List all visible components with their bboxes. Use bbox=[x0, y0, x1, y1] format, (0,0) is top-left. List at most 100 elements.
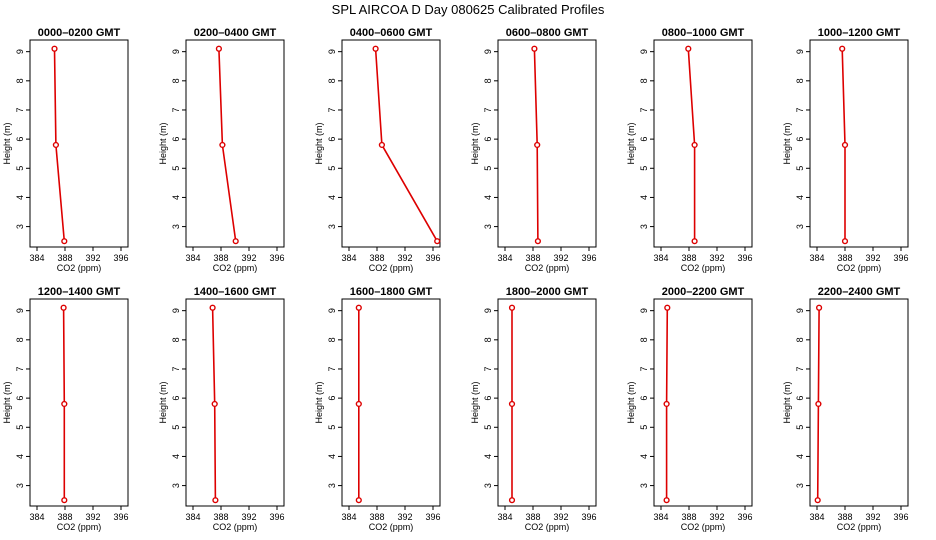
y-tick-label: 8 bbox=[795, 337, 805, 342]
plot-frame bbox=[341, 39, 441, 248]
data-point bbox=[815, 400, 822, 408]
data-point bbox=[212, 497, 219, 504]
y-tick-label: 7 bbox=[327, 366, 337, 371]
data-point bbox=[60, 304, 67, 311]
x-tick-label: 396 bbox=[269, 512, 284, 522]
y-tick-label: 4 bbox=[483, 195, 493, 200]
x-tick-label: 384 bbox=[29, 512, 44, 522]
data-point bbox=[685, 45, 692, 52]
data-point bbox=[61, 238, 68, 245]
panel-8: 1400–1600 GMT 384 388 392 396 3 4 5 6 7 8 9 CO2 (ppm… bbox=[158, 286, 285, 532]
y-tick-label: 7 bbox=[483, 366, 493, 371]
panel-12: 2200–2400 GMT 384 388 392 396 3 4 5 6 7 8 9 CO2 (ppm… bbox=[782, 286, 909, 532]
y-tick-label: 7 bbox=[639, 366, 649, 371]
panel-title: 2200–2400 GMT bbox=[818, 286, 901, 298]
data-point bbox=[531, 45, 538, 52]
x-tick-label: 388 bbox=[525, 253, 540, 263]
panel-5: 0800–1000 GMT 384 388 392 396 3 4 5 6 7 8 9 CO2 (ppm… bbox=[626, 27, 753, 273]
y-tick-label: 3 bbox=[327, 224, 337, 229]
figure-title: SPL AIRCOA D Day 080625 Calibrated Profi… bbox=[332, 2, 605, 17]
panel-11: 2000–2200 GMT 384 388 392 396 3 4 5 6 7 8 9 CO2 (ppm… bbox=[626, 286, 753, 532]
data-point bbox=[355, 400, 362, 408]
y-tick-label: 4 bbox=[171, 195, 181, 200]
y-tick-label: 4 bbox=[795, 195, 805, 200]
plot-frame bbox=[29, 298, 129, 507]
y-tick-label: 7 bbox=[171, 366, 181, 371]
data-point bbox=[209, 304, 216, 311]
x-tick-label: 396 bbox=[425, 253, 440, 263]
x-tick-label: 384 bbox=[341, 253, 356, 263]
x-axis-label: CO2 (ppm) bbox=[837, 522, 882, 532]
y-tick-label: 3 bbox=[795, 483, 805, 488]
x-tick-label: 396 bbox=[581, 512, 596, 522]
y-tick-label: 9 bbox=[15, 308, 25, 313]
y-tick-label: 5 bbox=[171, 166, 181, 171]
panel-title: 1600–1800 GMT bbox=[350, 286, 433, 298]
data-point bbox=[219, 141, 226, 149]
x-axis-label: CO2 (ppm) bbox=[837, 263, 882, 273]
y-tick-label: 7 bbox=[171, 107, 181, 112]
panel-6: 1000–1200 GMT 384 388 392 396 3 4 5 6 7 8 9 CO2 (ppm… bbox=[782, 27, 909, 273]
y-tick-label: 6 bbox=[483, 137, 493, 142]
data-point bbox=[211, 400, 218, 408]
x-tick-label: 388 bbox=[837, 253, 852, 263]
y-tick-label: 6 bbox=[327, 137, 337, 142]
y-tick-label: 6 bbox=[327, 396, 337, 401]
panel-title: 1800–2000 GMT bbox=[506, 286, 589, 298]
y-tick-label: 9 bbox=[483, 308, 493, 313]
y-tick-label: 5 bbox=[171, 425, 181, 430]
y-tick-label: 3 bbox=[15, 224, 25, 229]
x-tick-label: 384 bbox=[341, 512, 356, 522]
x-tick-label: 392 bbox=[709, 512, 724, 522]
data-point bbox=[691, 141, 698, 149]
y-tick-label: 9 bbox=[639, 49, 649, 54]
y-tick-label: 8 bbox=[327, 78, 337, 83]
data-point bbox=[508, 304, 516, 311]
y-tick-label: 3 bbox=[171, 483, 181, 488]
panel-3: 0400–0600 GMT 384 388 392 396 3 4 5 6 7 8 9 CO2 (ppm… bbox=[314, 27, 441, 273]
panel-title: 2000–2200 GMT bbox=[662, 286, 745, 298]
data-point bbox=[61, 400, 68, 408]
y-tick-label: 4 bbox=[483, 454, 493, 459]
y-tick-label: 7 bbox=[15, 107, 25, 112]
panel-title: 1000–1200 GMT bbox=[818, 27, 901, 39]
plot-frame bbox=[185, 39, 285, 248]
plot-frame bbox=[497, 298, 597, 507]
y-tick-label: 3 bbox=[483, 224, 493, 229]
panel-10: 1800–2000 GMT 384 388 392 396 3 4 5 6 7 8 9 CO2 (ppm… bbox=[470, 286, 597, 532]
x-tick-label: 388 bbox=[681, 253, 696, 263]
x-tick-label: 396 bbox=[269, 253, 284, 263]
x-tick-label: 396 bbox=[893, 512, 908, 522]
x-axis-label: CO2 (ppm) bbox=[681, 522, 726, 532]
data-point bbox=[372, 45, 379, 52]
plot-frame bbox=[653, 39, 753, 248]
x-tick-label: 388 bbox=[681, 512, 696, 522]
x-tick-label: 396 bbox=[113, 253, 128, 263]
panel-4: 0600–0800 GMT 384 388 392 396 3 4 5 6 7 8 9 CO2 (ppm… bbox=[470, 27, 597, 273]
data-point bbox=[815, 304, 823, 311]
y-axis-label: Height (m) bbox=[626, 381, 636, 423]
x-axis-label: CO2 (ppm) bbox=[213, 522, 258, 532]
y-tick-label: 7 bbox=[639, 107, 649, 112]
x-tick-label: 396 bbox=[113, 512, 128, 522]
y-tick-label: 5 bbox=[15, 425, 25, 430]
x-axis-label: CO2 (ppm) bbox=[57, 263, 102, 273]
x-tick-label: 384 bbox=[653, 512, 668, 522]
y-tick-label: 6 bbox=[639, 396, 649, 401]
y-tick-label: 5 bbox=[795, 425, 805, 430]
x-tick-label: 388 bbox=[369, 512, 384, 522]
y-tick-label: 9 bbox=[795, 308, 805, 313]
x-tick-label: 384 bbox=[653, 253, 668, 263]
y-tick-label: 8 bbox=[639, 337, 649, 342]
x-tick-label: 392 bbox=[85, 253, 100, 263]
y-tick-label: 5 bbox=[639, 425, 649, 430]
x-tick-label: 396 bbox=[893, 253, 908, 263]
y-tick-label: 9 bbox=[327, 308, 337, 313]
y-tick-label: 9 bbox=[171, 49, 181, 54]
y-tick-label: 8 bbox=[327, 337, 337, 342]
x-tick-label: 396 bbox=[737, 512, 752, 522]
panel-9: 1600–1800 GMT 384 388 392 396 3 4 5 6 7 8 9 CO2 (ppm… bbox=[314, 286, 441, 532]
panel-title: 1400–1600 GMT bbox=[194, 286, 277, 298]
x-axis-label: CO2 (ppm) bbox=[369, 263, 414, 273]
